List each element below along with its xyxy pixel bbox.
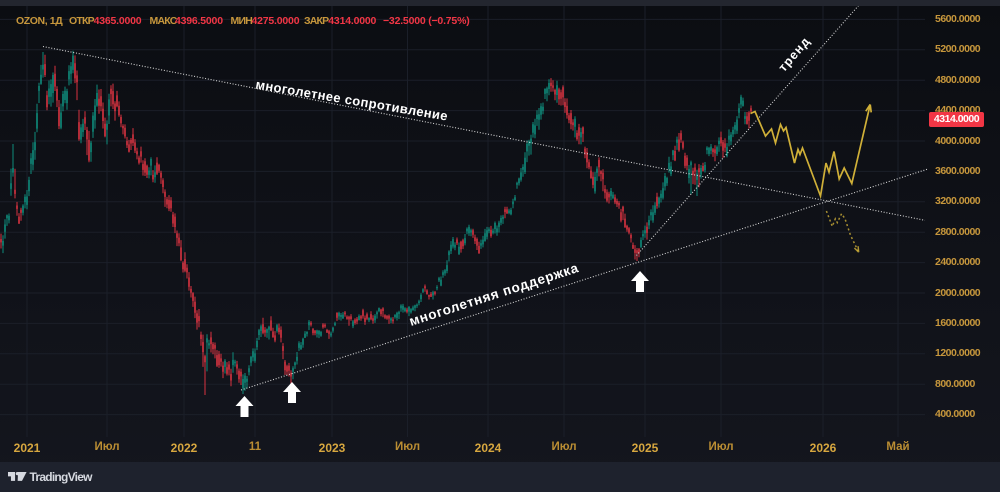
svg-text:тренд: тренд <box>776 34 813 74</box>
svg-text:многолетнее сопротивление: многолетнее сопротивление <box>255 77 450 124</box>
